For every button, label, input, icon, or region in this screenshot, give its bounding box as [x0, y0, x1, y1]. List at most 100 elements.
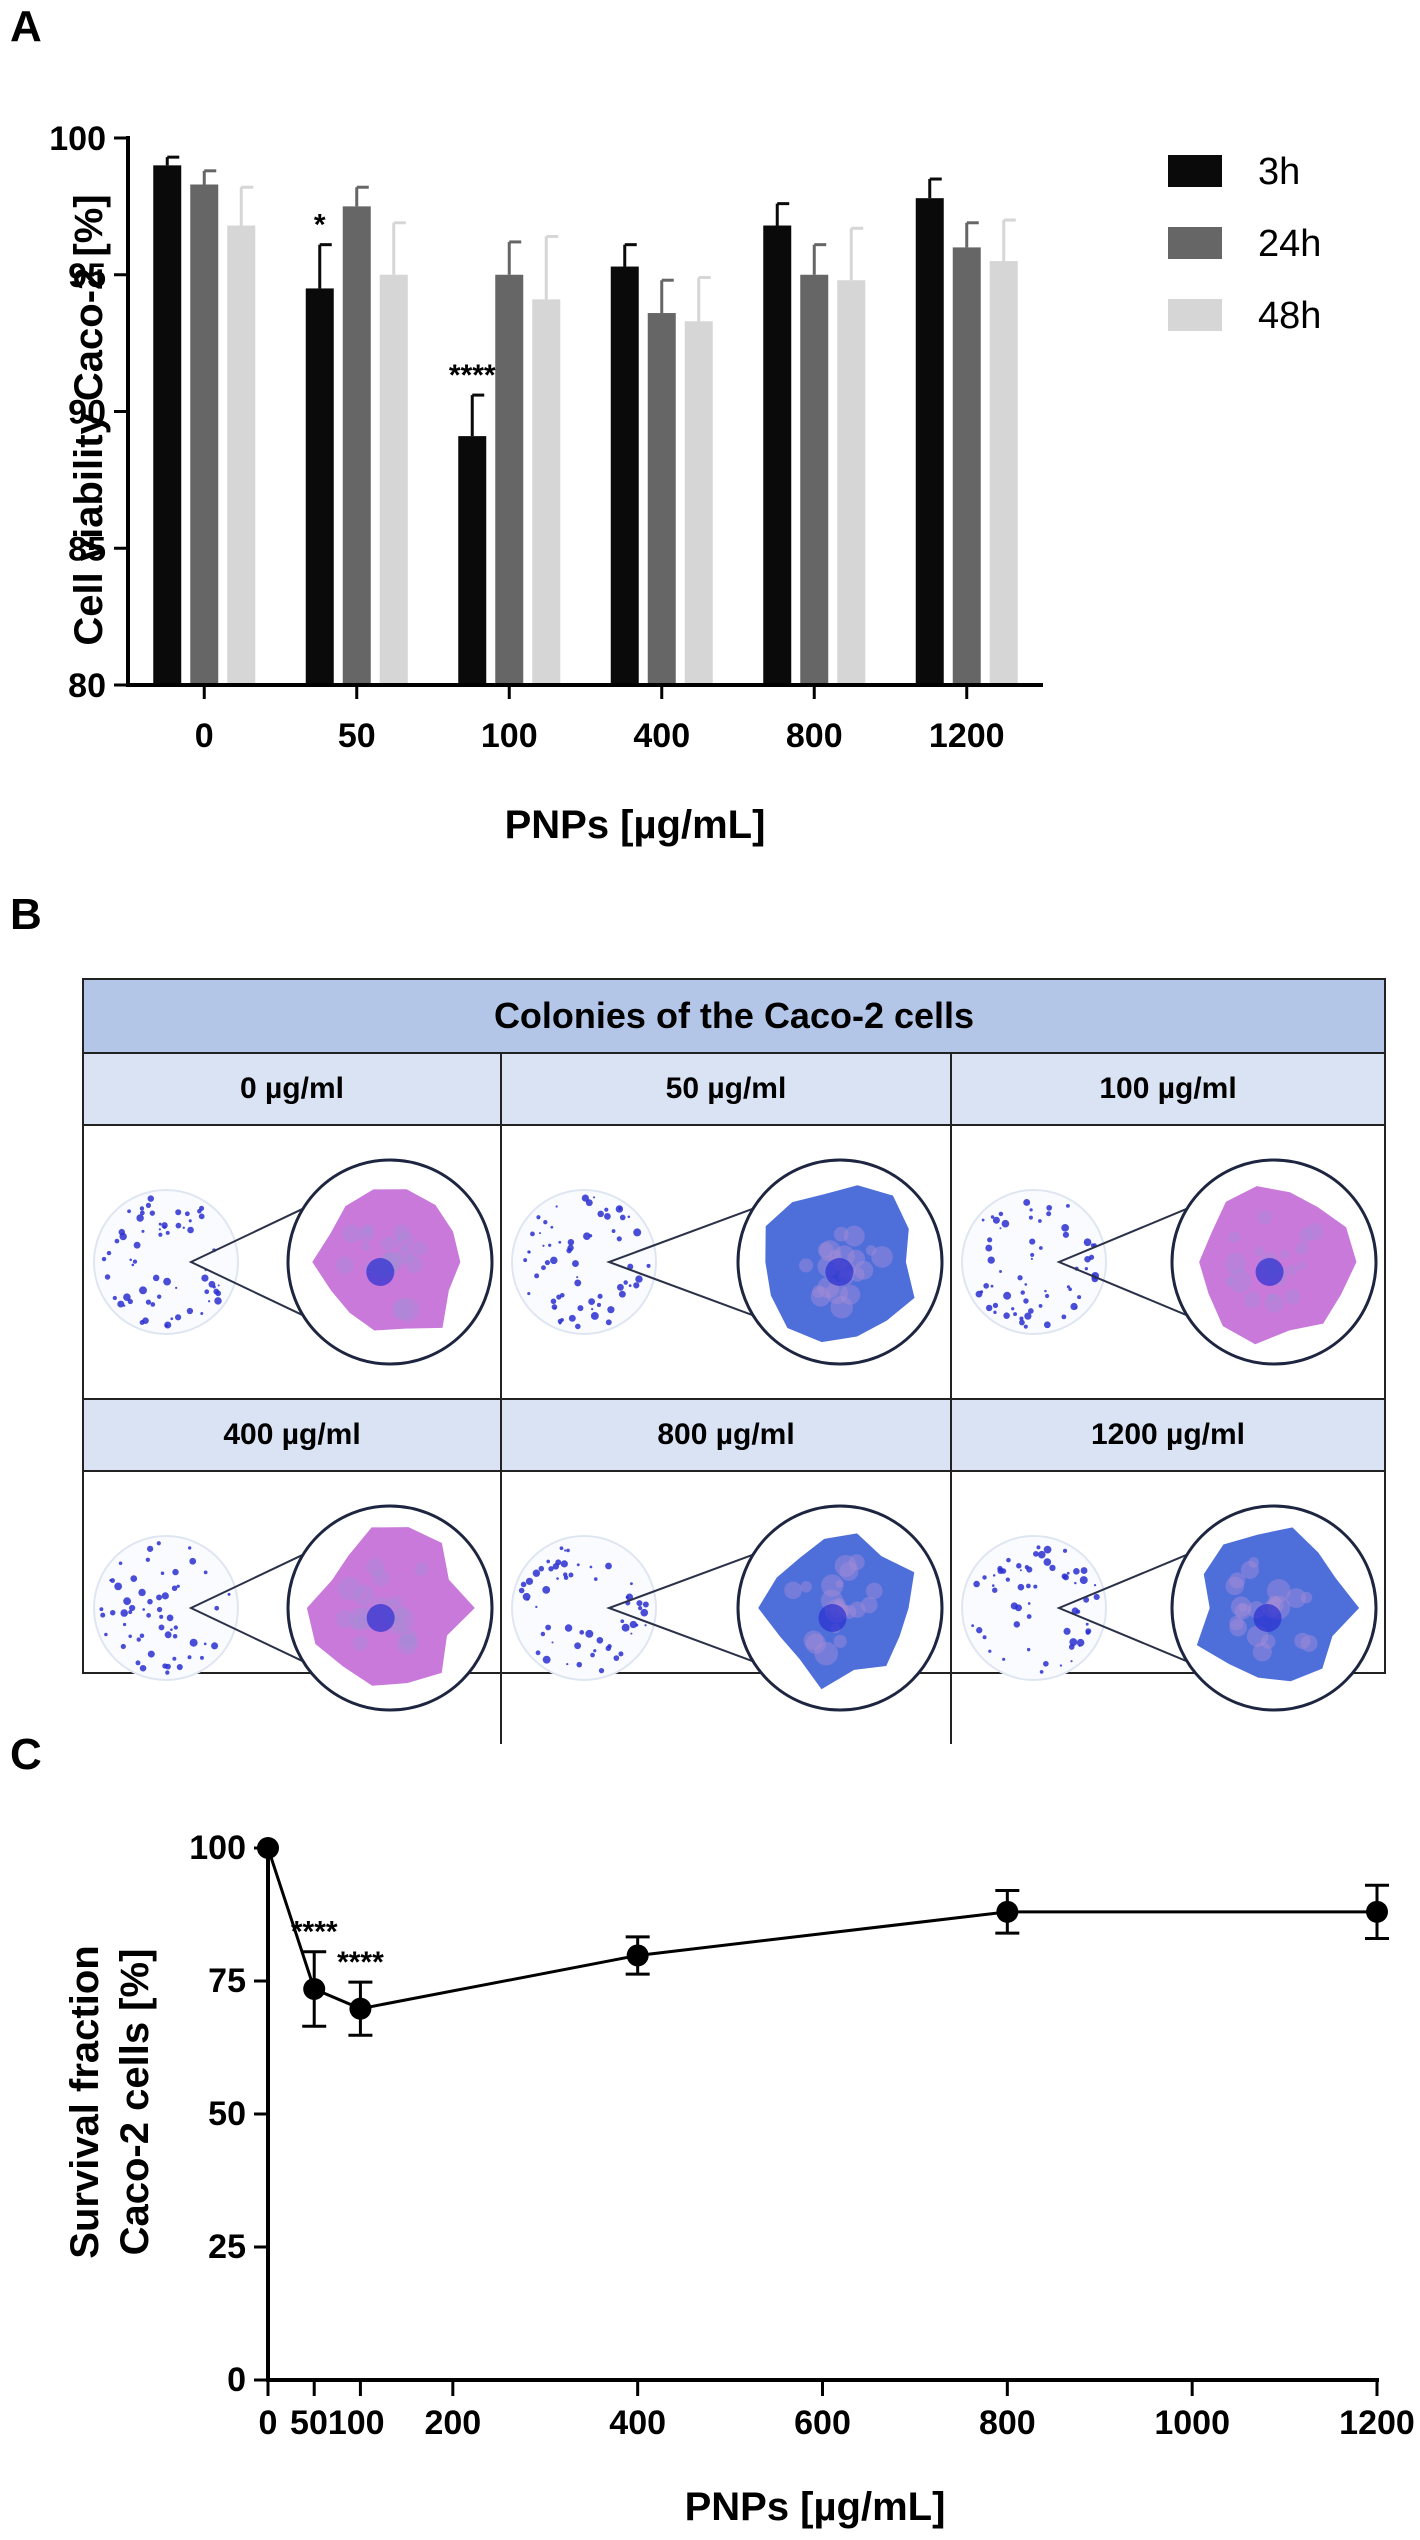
bar: [952, 247, 981, 685]
colony-dot: [620, 1619, 625, 1624]
concentration-label: 50 µg/ml: [502, 1054, 952, 1124]
colony-image-row: [84, 1472, 1384, 1744]
colony-dot: [1013, 1312, 1018, 1317]
colony-dot: [1019, 1316, 1024, 1321]
colony-dot: [616, 1236, 622, 1242]
colony-dot: [581, 1194, 589, 1202]
data-point: [996, 1900, 1019, 1923]
significance-marker: ****: [291, 1916, 338, 1949]
significance-marker: *: [314, 209, 326, 242]
cell-texture: [1240, 1560, 1259, 1580]
colony-dot: [591, 1308, 594, 1311]
colony-dot: [623, 1280, 628, 1285]
colony-dot: [127, 1209, 131, 1214]
cell-texture: [1229, 1618, 1248, 1637]
legend-label: 24h: [1258, 223, 1321, 265]
colony-dot: [575, 1323, 581, 1330]
cell-texture: [1227, 1269, 1252, 1293]
colony-image: [502, 1472, 952, 1744]
colony-dot: [618, 1206, 622, 1211]
colony-dot: [1029, 1238, 1036, 1245]
colony-dot: [175, 1209, 182, 1216]
colony-dot: [128, 1634, 132, 1638]
colony-dot: [164, 1321, 172, 1329]
dense-cluster: [825, 1258, 854, 1286]
colony-dot: [532, 1569, 541, 1577]
cell-texture: [1229, 1615, 1244, 1631]
colony-dot: [1028, 1308, 1034, 1314]
colony-dot: [542, 1585, 551, 1594]
colony-dot: [1013, 1621, 1021, 1628]
colony-dot: [1010, 1602, 1018, 1610]
cell-texture: [391, 1299, 412, 1320]
colony-dot: [987, 1237, 993, 1243]
concentration-label: 400 µg/ml: [84, 1400, 502, 1470]
colony-dot: [149, 1210, 156, 1216]
cell-texture: [351, 1616, 367, 1632]
cell-texture: [348, 1607, 370, 1629]
colony-dot: [1023, 1324, 1028, 1329]
colony-dot: [117, 1300, 125, 1308]
colony-dot: [1027, 1602, 1031, 1605]
y-tick-label: 50: [208, 2095, 246, 2133]
colony-dot: [1046, 1204, 1053, 1211]
bar: [379, 274, 408, 685]
colony-dot: [1029, 1208, 1033, 1212]
cell-texture: [1225, 1277, 1234, 1286]
dense-cluster: [366, 1258, 395, 1286]
colony-dot: [1024, 1312, 1032, 1320]
cell-texture: [814, 1641, 839, 1666]
colony-dot: [118, 1561, 123, 1566]
colony-dot: [525, 1577, 534, 1585]
colony-dot: [104, 1632, 108, 1637]
colony-dot: [170, 1317, 174, 1321]
cell-texture: [412, 1241, 428, 1256]
cell-texture: [1266, 1578, 1291, 1603]
colony-dot: [568, 1572, 574, 1578]
cell-texture: [1300, 1591, 1313, 1604]
colony-dot: [175, 1222, 182, 1229]
colony-dot: [1024, 1565, 1029, 1570]
colony-dot: [119, 1232, 127, 1241]
colony-dot: [567, 1244, 574, 1252]
colony-dot: [558, 1321, 562, 1325]
magnification-lines: [188, 1553, 304, 1663]
colony-dot: [1077, 1295, 1082, 1300]
cell-texture: [825, 1281, 848, 1305]
colony-image-row: [84, 1126, 1384, 1400]
cell-texture: [1294, 1632, 1311, 1649]
colony-dot: [198, 1213, 205, 1220]
colony-dot: [992, 1216, 1000, 1224]
colony-dot: [201, 1274, 209, 1282]
colony-dot: [1085, 1630, 1091, 1635]
legend-label: 3h: [1258, 151, 1300, 193]
cell-texture: [812, 1285, 825, 1298]
colony-dot: [621, 1623, 630, 1632]
colony-dot: [133, 1241, 141, 1249]
colony-dot: [120, 1609, 128, 1617]
colony-dot: [527, 1291, 531, 1296]
c-yaxis-title-line2: Caco-2 cells [%]: [113, 1949, 157, 2256]
colony-dot: [596, 1636, 604, 1644]
cell-texture: [400, 1633, 417, 1650]
colony-dot: [139, 1210, 145, 1216]
colony-dot: [633, 1282, 640, 1289]
colony-dot: [550, 1256, 558, 1265]
colony-dot: [187, 1226, 194, 1234]
dense-cluster: [366, 1604, 395, 1632]
cell-texture: [335, 1609, 355, 1629]
colony-dot: [130, 1575, 138, 1582]
cell-texture: [390, 1608, 415, 1632]
cell-texture: [395, 1231, 414, 1251]
cell-texture: [395, 1297, 420, 1322]
colony-dot: [564, 1624, 573, 1632]
cell-texture: [803, 1630, 824, 1651]
colony-dot: [1059, 1664, 1063, 1667]
cell-texture: [335, 1256, 354, 1275]
cell-texture: [1299, 1227, 1314, 1242]
colony-dot: [1068, 1287, 1072, 1292]
colony-dot: [566, 1548, 570, 1553]
colony-dot: [992, 1302, 999, 1309]
colony-dot: [204, 1289, 210, 1295]
